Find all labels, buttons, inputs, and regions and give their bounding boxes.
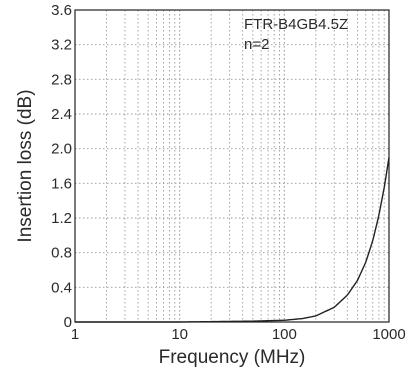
plot-frame <box>74 9 390 323</box>
x-tick-label: 100 <box>272 326 297 343</box>
y-tick-label: 1.6 <box>51 175 72 192</box>
y-tick-label: 2.0 <box>51 141 72 158</box>
part-number-annotation: FTR-B4GB4.5Z <box>244 16 348 33</box>
x-tick-label: 10 <box>171 326 188 343</box>
y-axis-label: Insertion loss (dB) <box>15 89 36 242</box>
y-tick-label: 0 <box>64 314 72 331</box>
grid <box>75 10 389 322</box>
y-tick-label: 0.4 <box>51 279 72 296</box>
sample-count-annotation: n=2 <box>244 36 269 53</box>
x-tick-label: 1000 <box>372 326 405 343</box>
y-tick-label: 0.8 <box>51 245 72 262</box>
x-axis-label: Frequency (MHz) <box>159 347 306 368</box>
x-tick-label: 1 <box>71 326 79 343</box>
y-tick-label: 2.4 <box>51 106 72 123</box>
y-tick-label: 1.2 <box>51 210 72 227</box>
insertion-loss-curve <box>75 157 390 323</box>
tick-labels: 1 10 100 1000 0 0.4 0.8 1.2 1.6 2.0 2.4 2.8 3.2 3.6 <box>51 2 406 343</box>
y-tick-label: 3.6 <box>51 2 72 19</box>
y-tick-label: 3.2 <box>51 37 72 54</box>
y-tick-label: 2.8 <box>51 71 72 88</box>
